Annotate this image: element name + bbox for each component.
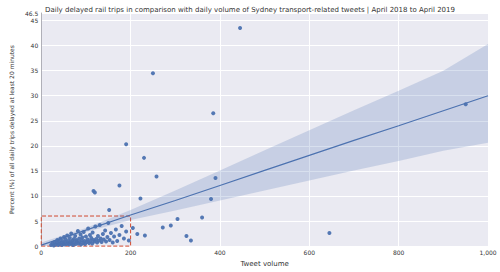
svg-text:20: 20 — [31, 142, 39, 149]
svg-text:25: 25 — [31, 117, 39, 124]
svg-text:200: 200 — [125, 249, 137, 256]
svg-text:5: 5 — [34, 218, 38, 225]
svg-text:35: 35 — [31, 67, 39, 74]
svg-text:Tweet volume: Tweet volume — [239, 260, 288, 268]
svg-text:40: 40 — [31, 42, 39, 49]
svg-text:0: 0 — [34, 243, 38, 250]
svg-text:46.5: 46.5 — [25, 10, 39, 17]
svg-text:15: 15 — [31, 167, 39, 174]
svg-text:45: 45 — [31, 17, 39, 24]
svg-text:400: 400 — [214, 249, 226, 256]
svg-text:1,000: 1,000 — [479, 249, 496, 256]
svg-text:600: 600 — [304, 249, 316, 256]
svg-text:30: 30 — [31, 92, 39, 99]
svg-text:10: 10 — [31, 192, 39, 199]
svg-text:Percent (%) of all daily trips: Percent (%) of all daily trips delayed a… — [8, 45, 16, 214]
svg-text:800: 800 — [393, 249, 405, 256]
svg-text:Daily delayed rail trips in co: Daily delayed rail trips in comparison w… — [45, 6, 455, 14]
svg-text:0: 0 — [39, 249, 43, 256]
